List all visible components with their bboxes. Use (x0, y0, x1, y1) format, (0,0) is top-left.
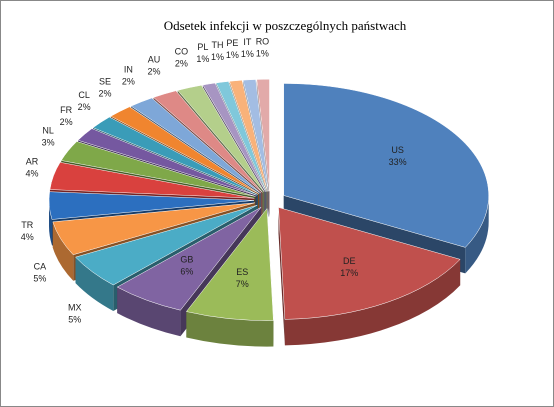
pie-slice (152, 90, 263, 193)
slice-value-label: 6% (180, 267, 193, 277)
slice-side (465, 195, 489, 274)
slice-value-label: 4% (25, 169, 38, 179)
slice-value-label: 33% (389, 157, 407, 167)
pie-slice (130, 97, 261, 194)
slice-value-label: 2% (122, 76, 135, 86)
slice-category-label: SE (99, 76, 111, 86)
slice-side (117, 287, 181, 337)
pie-slice (278, 207, 461, 320)
pie-tops: US 33% DE 17% ES 7% GB 6% MX 5% CA 5% TR 4% AR 4% NL 3% FR… (21, 36, 489, 325)
slice-value-label: 2% (60, 117, 73, 127)
slice-value-label: 5% (68, 315, 81, 325)
pie-slice (48, 191, 255, 220)
slice-category-label: AR (26, 157, 39, 167)
slice-side (284, 259, 461, 346)
slice-category-label: PE (226, 38, 238, 48)
slice-value-label: 3% (42, 138, 55, 148)
pie-slice (177, 84, 265, 193)
slice-value-label: 2% (78, 102, 91, 112)
slice-category-label: GB (180, 255, 193, 265)
chart-title: Odsetek infekcji w poszczególnych państw… (164, 18, 407, 33)
slice-category-label: IT (243, 37, 252, 47)
slice-category-label: US (391, 145, 404, 155)
slice-category-label: RO (256, 36, 270, 46)
slice-value-label: 5% (33, 273, 46, 283)
slice-category-label: TH (212, 40, 224, 50)
slice-value-label: 17% (340, 268, 358, 278)
slice-category-label: MX (68, 303, 82, 313)
pie-slice (202, 82, 266, 192)
pie: US 33% DE 17% ES 7% GB 6% MX 5% CA 5% TR 4% AR 4% NL 3% FR… (21, 36, 489, 347)
pie-slice (215, 81, 267, 192)
slice-value-label: 1% (211, 52, 224, 62)
slice-category-label: NL (42, 126, 54, 136)
pie-slice (116, 207, 262, 311)
slice-category-label: PL (197, 42, 208, 52)
slice-category-label: AU (148, 55, 161, 65)
pie-slice (60, 141, 256, 197)
slice-value-label: 2% (98, 88, 111, 98)
pie-slice (256, 79, 270, 192)
slice-category-label: CL (78, 90, 90, 100)
slice-value-label: 7% (236, 279, 249, 289)
slice-value-label: 2% (147, 67, 160, 77)
slice-category-label: TR (21, 220, 33, 230)
pie-slice (242, 79, 269, 192)
slice-value-label: 1% (196, 54, 209, 64)
slice-side (49, 200, 53, 246)
slice-side (75, 257, 114, 312)
slice-category-label: IN (124, 64, 133, 74)
pie-slice (185, 207, 274, 321)
pie-slice (52, 202, 255, 256)
slice-category-label: FR (60, 105, 72, 115)
pie-slice (77, 128, 257, 196)
slice-value-label: 1% (241, 49, 254, 59)
slice-category-label: ES (236, 267, 248, 277)
pie-slice (283, 83, 489, 248)
slice-category-label: CO (175, 47, 189, 57)
slice-value-label: 1% (256, 48, 269, 58)
pie-slice (229, 79, 268, 192)
slice-value-label: 2% (175, 59, 188, 69)
slice-side (52, 221, 74, 281)
slice-value-label: 1% (226, 50, 239, 60)
slice-value-label: 4% (21, 232, 34, 242)
slice-category-label: DE (343, 256, 356, 266)
pie-slice (92, 116, 258, 195)
pie-slice (110, 106, 260, 194)
pie-slice (49, 162, 255, 199)
slice-category-label: CA (34, 261, 47, 271)
slice-wall (278, 207, 285, 346)
pie-slice (75, 204, 258, 286)
